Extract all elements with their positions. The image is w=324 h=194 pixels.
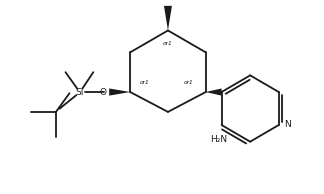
Text: H₂N: H₂N <box>210 135 227 144</box>
Text: or1: or1 <box>163 41 173 46</box>
Text: or1: or1 <box>184 80 194 85</box>
Polygon shape <box>109 88 130 96</box>
Text: O: O <box>100 87 107 97</box>
Polygon shape <box>164 6 172 30</box>
Text: or1: or1 <box>140 80 150 85</box>
Polygon shape <box>206 88 222 96</box>
Text: Si: Si <box>75 87 84 97</box>
Text: N: N <box>284 120 291 130</box>
